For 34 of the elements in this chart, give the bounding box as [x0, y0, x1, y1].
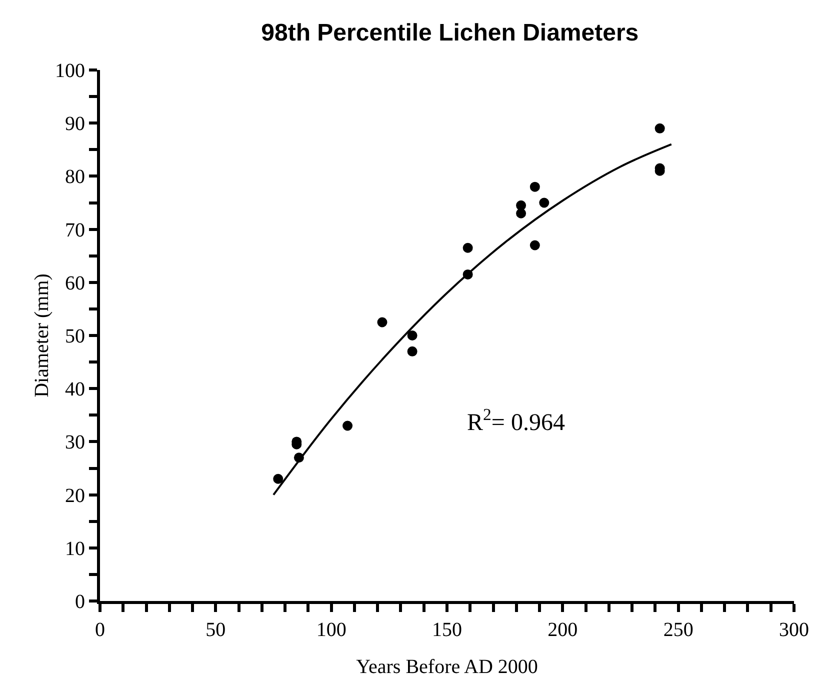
x-tick-label: 100 [316, 619, 346, 641]
y-tick-label: 60 [65, 272, 85, 294]
y-tick-label: 30 [65, 432, 85, 454]
y-tick-label: 90 [65, 113, 85, 136]
point [273, 474, 284, 484]
y-tick-label: 100 [55, 60, 85, 82]
y-tick-label: 80 [65, 166, 85, 188]
y-axis-title: Diameter (mm) [31, 274, 53, 398]
x-tick-label: 50 [206, 619, 226, 641]
point [654, 123, 665, 134]
point [342, 420, 353, 431]
x-tick-label: 0 [95, 619, 105, 641]
x-tick-label: 200 [548, 619, 578, 641]
point [516, 208, 526, 218]
y-tick-label: 10 [65, 538, 85, 560]
line-series [272, 143, 672, 496]
x-tick-label: 150 [432, 619, 462, 641]
x-tick-label: 300 [779, 619, 809, 641]
x-axis-title: Years Before AD 2000 [356, 656, 538, 678]
y-tick-label: 40 [65, 378, 85, 401]
y-tick-label: 20 [65, 484, 85, 507]
y-tick-label: 70 [65, 219, 85, 242]
x-tick-label: 250 [663, 619, 694, 641]
y-tick-label: 0 [75, 591, 85, 613]
point [377, 317, 388, 328]
point [462, 242, 473, 253]
point [530, 240, 540, 250]
point [407, 330, 418, 340]
y-tick-label: 50 [65, 326, 85, 348]
point [530, 182, 540, 192]
annotation: R$^{2}$= 0.964 [467, 405, 565, 436]
point [539, 198, 550, 208]
chart-title: 98th Percentile Lichen Diameters [261, 20, 639, 47]
point [407, 346, 418, 356]
